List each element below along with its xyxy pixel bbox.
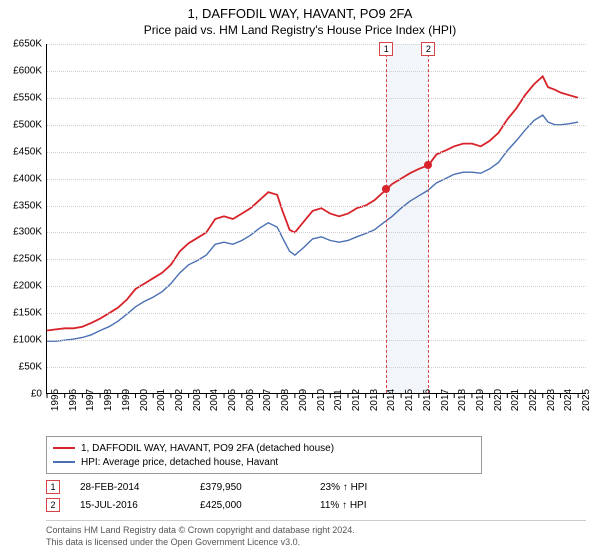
sale-row: 1 28-FEB-2014£379,95023% ↑ HPI <box>46 478 586 496</box>
grid-line <box>47 232 586 233</box>
grid-line <box>47 367 586 368</box>
grid-line <box>47 98 586 99</box>
y-tick-label: £500K <box>0 119 42 130</box>
sale-price: £379,950 <box>200 482 320 493</box>
sale-dot <box>424 161 432 169</box>
sale-date: 28-FEB-2014 <box>80 482 200 493</box>
y-tick-label: £550K <box>0 92 42 103</box>
legend-label: 1, DAFFODIL WAY, HAVANT, PO9 2FA (detach… <box>81 443 334 454</box>
sale-price: £425,000 <box>200 500 320 511</box>
legend-item: 1, DAFFODIL WAY, HAVANT, PO9 2FA (detach… <box>53 441 475 455</box>
y-tick-label: £0 <box>0 389 42 400</box>
sale-marker-label: 2 <box>421 42 435 56</box>
footer-line-2: This data is licensed under the Open Gov… <box>46 537 586 549</box>
y-tick-label: £400K <box>0 173 42 184</box>
footer-licence: Contains HM Land Registry data © Crown c… <box>46 520 586 548</box>
series-line <box>47 76 578 330</box>
grid-line <box>47 152 586 153</box>
sale-dot <box>382 185 390 193</box>
grid-line <box>47 286 586 287</box>
grid-line <box>47 179 586 180</box>
y-tick-label: £300K <box>0 227 42 238</box>
chart: 12 £0£50K£100K£150K£200K£250K£300K£350K£… <box>0 40 600 430</box>
y-tick-label: £450K <box>0 146 42 157</box>
legend-item: HPI: Average price, detached house, Hava… <box>53 455 475 469</box>
sale-marker-label: 1 <box>379 42 393 56</box>
sale-delta: 23% ↑ HPI <box>320 482 440 493</box>
footer-line-1: Contains HM Land Registry data © Crown c… <box>46 525 586 537</box>
legend-label: HPI: Average price, detached house, Hava… <box>81 457 278 468</box>
plot-area: 12 <box>46 44 586 394</box>
sales-table: 1 28-FEB-2014£379,95023% ↑ HPI 2 15-JUL-201… <box>46 478 586 514</box>
sale-number-box: 2 <box>46 498 60 512</box>
y-tick-label: £150K <box>0 308 42 319</box>
y-tick-label: £600K <box>0 65 42 76</box>
grid-line <box>47 44 586 45</box>
grid-line <box>47 259 586 260</box>
sale-date: 15-JUL-2016 <box>80 500 200 511</box>
page-title: 1, DAFFODIL WAY, HAVANT, PO9 2FA <box>0 0 600 21</box>
y-tick-label: £100K <box>0 335 42 346</box>
grid-line <box>47 206 586 207</box>
y-tick-label: £250K <box>0 254 42 265</box>
sale-vline <box>428 44 429 393</box>
series-line <box>47 115 578 341</box>
sale-delta: 11% ↑ HPI <box>320 500 440 511</box>
y-tick-label: £650K <box>0 39 42 50</box>
y-tick-label: £350K <box>0 200 42 211</box>
x-tick-label: 2025 <box>581 389 600 411</box>
grid-line <box>47 125 586 126</box>
y-tick-label: £50K <box>0 362 42 373</box>
grid-line <box>47 71 586 72</box>
sale-vline <box>386 44 387 393</box>
legend: 1, DAFFODIL WAY, HAVANT, PO9 2FA (detach… <box>46 436 482 474</box>
sale-number-box: 1 <box>46 480 60 494</box>
grid-line <box>47 313 586 314</box>
grid-line <box>47 340 586 341</box>
sale-row: 2 15-JUL-2016£425,00011% ↑ HPI <box>46 496 586 514</box>
legend-swatch <box>53 461 75 463</box>
legend-swatch <box>53 447 75 449</box>
y-tick-label: £200K <box>0 281 42 292</box>
